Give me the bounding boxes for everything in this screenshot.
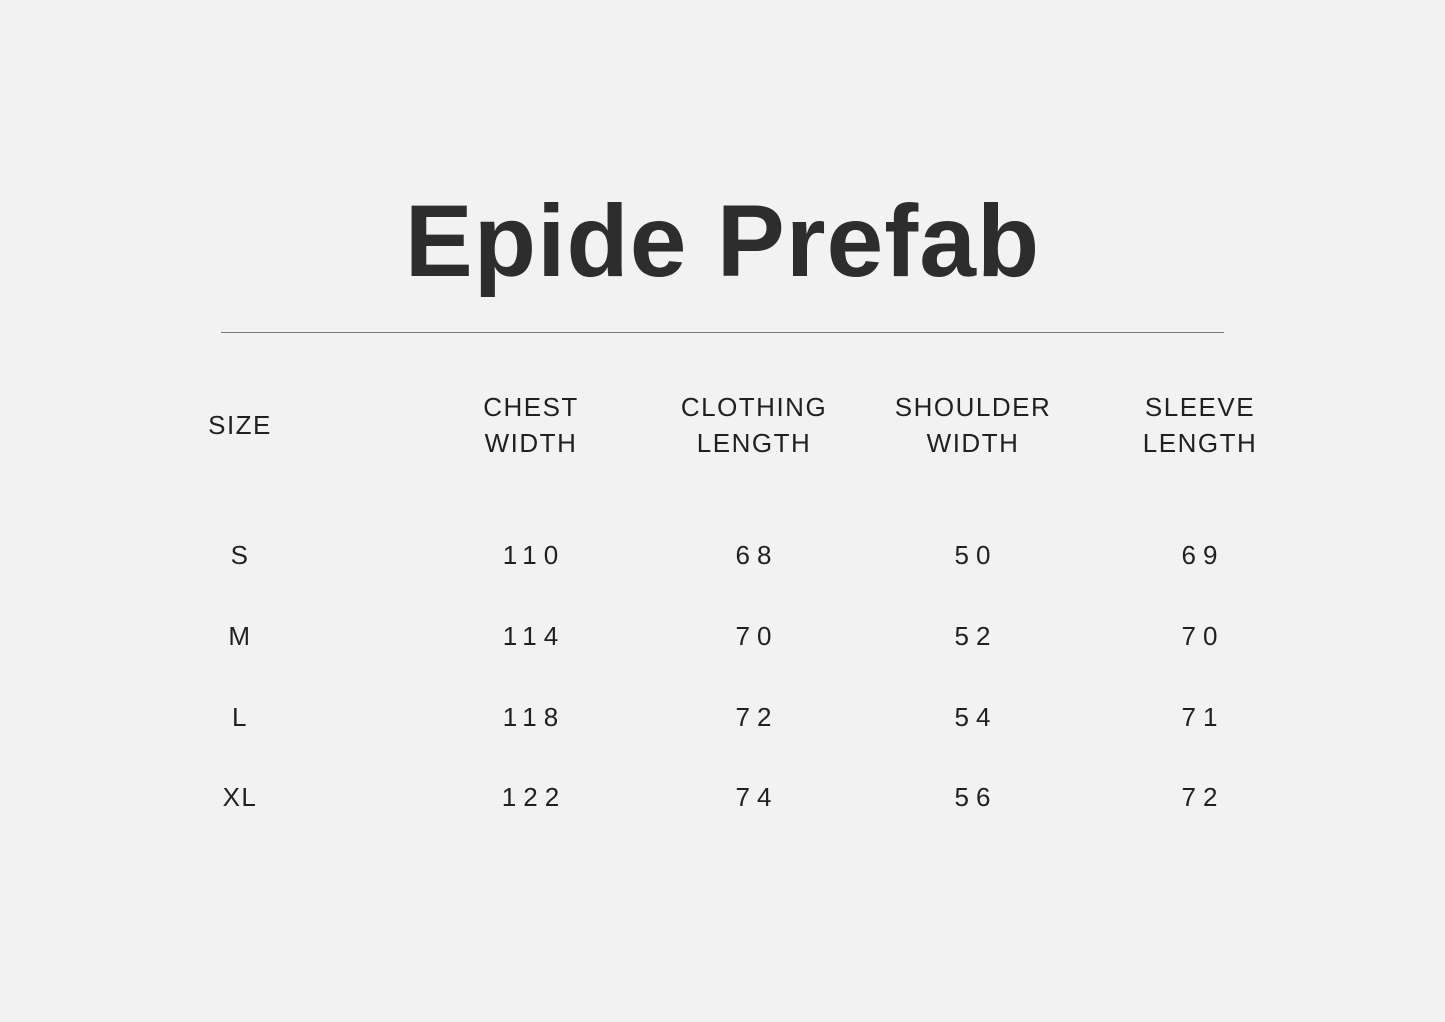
header-line: LENGTH [1142,428,1258,458]
header-line: SLEEVE [1144,392,1256,422]
cell-sleeve-length: 69 [1181,540,1225,570]
cell-clothing-length: 72 [735,702,779,732]
header-line: WIDTH [484,428,578,458]
cell-size: S [230,540,250,570]
cell-size: M [228,621,252,651]
cell-sleeve-length: 71 [1181,702,1225,732]
header-clothing-length: CLOTHING LENGTH [681,389,827,461]
header-line: WIDTH [926,428,1020,458]
cell-chest-width: 118 [502,702,566,732]
header-line: CLOTHING [680,392,828,422]
header-shoulder-width: SHOULDER WIDTH [895,389,1051,461]
cell-chest-width: 122 [501,782,567,812]
page-title: Epide Prefab [404,184,1041,298]
cell-shoulder-width: 54 [954,702,998,732]
header-line: CHEST [483,392,579,422]
cell-clothing-length: 68 [735,540,779,570]
cell-size: XL [222,782,258,812]
cell-shoulder-width: 56 [954,782,998,812]
cell-sleeve-length: 70 [1181,621,1225,651]
cell-clothing-length: 74 [735,782,779,812]
header-sleeve-length: SLEEVE LENGTH [1143,389,1257,461]
divider [221,332,1224,333]
header-chest-width: CHEST WIDTH [483,389,579,461]
header-size: SIZE [208,410,272,440]
cell-shoulder-width: 50 [954,540,998,570]
cell-clothing-length: 70 [735,621,779,651]
cell-sleeve-length: 72 [1181,782,1225,812]
cell-size: L [232,702,248,732]
cell-shoulder-width: 52 [954,621,998,651]
header-line: LENGTH [696,428,812,458]
header-line: SHOULDER [894,392,1052,422]
cell-chest-width: 114 [502,621,566,651]
cell-chest-width: 110 [502,540,566,570]
